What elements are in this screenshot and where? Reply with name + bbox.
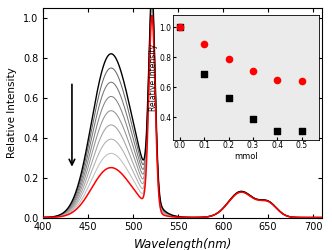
Y-axis label: Relative Intensity: Relative Intensity xyxy=(149,44,158,111)
Point xyxy=(177,25,183,29)
Point xyxy=(202,72,207,76)
Point xyxy=(275,129,280,133)
Point xyxy=(275,78,280,82)
Point xyxy=(226,57,231,61)
Point xyxy=(177,25,183,29)
Point xyxy=(250,117,256,121)
X-axis label: mmol: mmol xyxy=(234,152,258,161)
Point xyxy=(250,69,256,73)
Y-axis label: Relative Intensity: Relative Intensity xyxy=(7,67,17,158)
Point xyxy=(299,79,304,83)
Point xyxy=(226,96,231,100)
Point xyxy=(299,129,304,133)
Point xyxy=(202,42,207,46)
X-axis label: Wavelength(nm): Wavelength(nm) xyxy=(133,238,232,250)
